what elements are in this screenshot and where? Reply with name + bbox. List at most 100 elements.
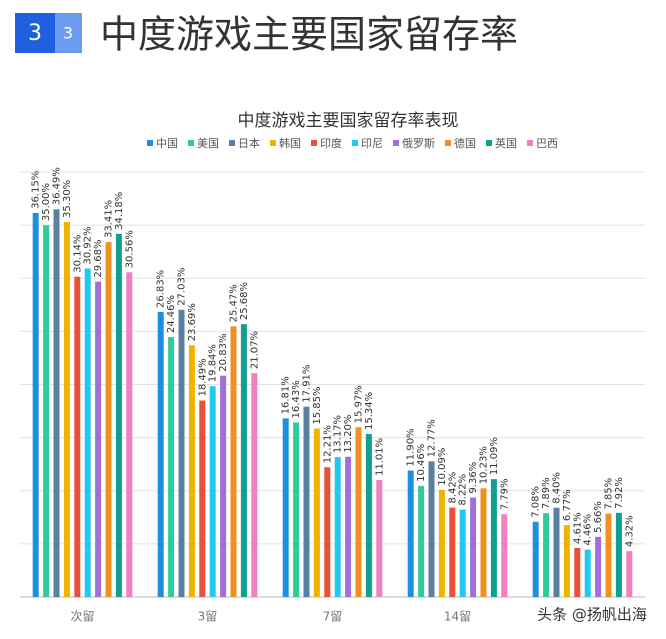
value-label: 30.56% <box>124 230 135 268</box>
value-label: 24.46% <box>166 295 177 333</box>
legend-swatch <box>188 140 194 146</box>
bar <box>115 233 122 597</box>
value-label: 4.61% <box>572 512 583 544</box>
page-title: 中度游戏主要国家留存率 <box>100 13 518 57</box>
badge: 3 <box>28 21 42 46</box>
bar <box>449 507 456 597</box>
legend-swatch <box>311 140 317 146</box>
bar <box>418 485 425 597</box>
value-label: 5.66% <box>593 501 604 533</box>
bar <box>355 427 362 597</box>
bar <box>490 479 497 597</box>
bar <box>95 281 102 597</box>
value-label: 4.32% <box>624 515 635 547</box>
legend-label: 中国 <box>156 137 178 150</box>
bar <box>376 480 383 597</box>
legend-swatch <box>147 140 153 146</box>
value-label: 20.83% <box>218 334 229 372</box>
bar <box>251 373 258 597</box>
value-label: 7.79% <box>499 478 510 510</box>
bar <box>84 268 91 597</box>
bar <box>574 548 581 597</box>
bar <box>157 311 164 597</box>
bar <box>324 467 331 597</box>
value-label: 35.30% <box>62 180 73 218</box>
value-label: 12.77% <box>427 419 438 457</box>
value-label: 30.92% <box>83 226 94 264</box>
value-label: 23.69% <box>187 303 198 341</box>
bar <box>459 509 466 597</box>
bar <box>626 551 633 597</box>
legend-label: 日本 <box>238 136 260 150</box>
bar <box>240 324 247 597</box>
bar <box>313 428 320 597</box>
bar <box>293 422 300 597</box>
value-label: 10.46% <box>416 444 427 482</box>
bar <box>532 521 539 597</box>
legend-swatch <box>393 140 399 146</box>
value-label: 33.41% <box>104 200 115 238</box>
bar <box>345 456 352 597</box>
value-label: 15.97% <box>354 385 365 423</box>
bar <box>126 272 133 597</box>
value-label: 15.85% <box>312 386 323 424</box>
legend-swatch <box>270 140 276 146</box>
legend-label: 德国 <box>454 136 476 150</box>
value-label: 6.77% <box>562 489 573 521</box>
value-label: 27.03% <box>177 268 188 306</box>
bar <box>32 212 39 597</box>
value-label: 7.85% <box>604 478 615 510</box>
value-label: 16.43% <box>291 380 302 418</box>
bar <box>63 221 70 597</box>
value-label: 11.09% <box>489 437 500 475</box>
bar <box>595 536 602 597</box>
bar <box>230 326 237 597</box>
legend-label: 印度 <box>320 136 342 150</box>
bar <box>543 513 550 597</box>
value-label: 15.34% <box>364 392 375 430</box>
value-label: 10.09% <box>437 448 448 486</box>
value-label: 13.17% <box>333 415 344 453</box>
bar <box>563 525 570 597</box>
bar <box>470 497 477 597</box>
bar <box>605 513 612 597</box>
bar <box>209 386 216 597</box>
value-label: 8.40% <box>552 472 563 504</box>
badge-sub: 3 <box>63 24 73 43</box>
value-label: 4.46% <box>583 514 594 546</box>
legend-label: 巴西 <box>536 137 558 150</box>
legend-label: 印尼 <box>361 137 383 150</box>
bar <box>303 406 310 597</box>
value-label: 25.68% <box>239 282 250 320</box>
bar <box>199 400 206 597</box>
legend-swatch <box>445 140 451 146</box>
bar <box>43 225 50 597</box>
legend-swatch <box>527 140 533 146</box>
value-label: 8.42% <box>447 472 458 504</box>
bar <box>53 209 60 597</box>
value-label: 11.01% <box>374 438 385 476</box>
bar <box>365 434 372 597</box>
value-label: 36.15% <box>31 171 42 209</box>
watermark: 头条 @扬帆出海 <box>537 606 647 624</box>
bar <box>74 276 81 597</box>
value-label: 9.36% <box>468 462 479 494</box>
legend-swatch <box>352 140 358 146</box>
value-label: 29.68% <box>93 240 104 278</box>
bar <box>105 242 112 598</box>
value-label: 7.92% <box>614 477 625 509</box>
value-label: 25.47% <box>229 284 240 322</box>
value-label: 12.21% <box>322 425 333 463</box>
bar <box>480 488 487 597</box>
bar <box>553 507 560 597</box>
legend-label: 英国 <box>495 136 517 150</box>
bar <box>188 345 195 597</box>
value-label: 7.08% <box>531 486 542 518</box>
x-tick-label: 次留 <box>70 610 94 624</box>
legend-swatch <box>486 140 492 146</box>
value-label: 36.49% <box>52 167 63 205</box>
bar <box>615 512 622 597</box>
bar <box>501 514 508 597</box>
x-tick-label: 7留 <box>323 610 343 624</box>
